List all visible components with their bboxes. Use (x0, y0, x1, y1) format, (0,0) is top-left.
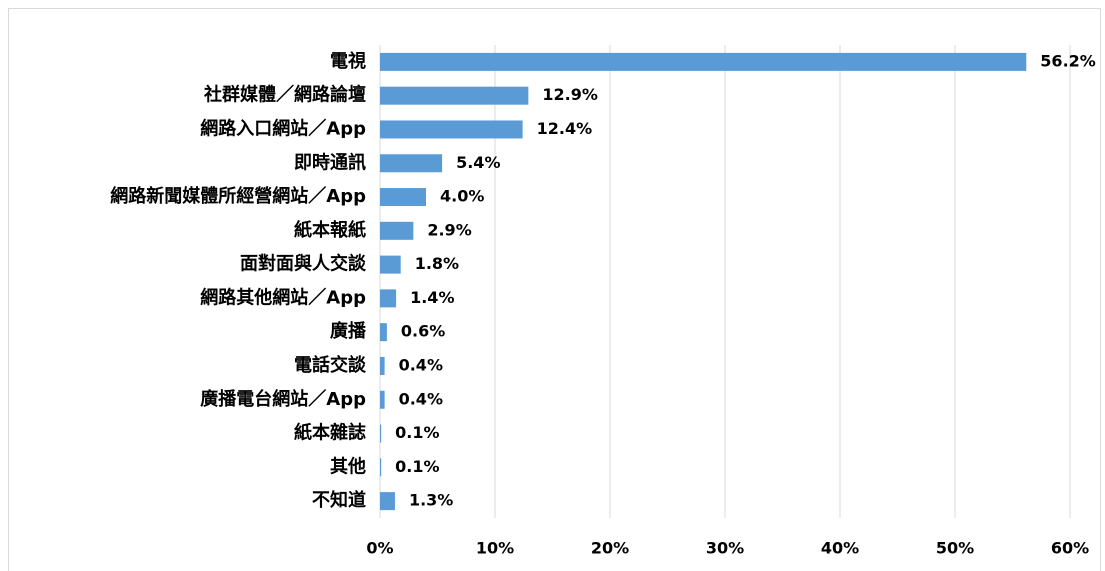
y-tick-label: 其他 (330, 455, 366, 477)
y-tick-label: 即時通訊 (294, 151, 366, 173)
x-tick-label: 10% (476, 539, 514, 558)
x-tick-label: 60% (1051, 539, 1089, 558)
bar (380, 154, 443, 173)
data-label: 5.4% (456, 153, 500, 172)
bar (380, 188, 426, 207)
y-tick-label: 網路新聞媒體所經營網站／App (110, 185, 366, 207)
data-label: 1.8% (415, 254, 459, 273)
data-label: 4.0% (440, 187, 484, 206)
bar (380, 86, 529, 105)
bar (380, 255, 401, 274)
bar (380, 424, 382, 443)
data-label: 0.1% (395, 457, 439, 476)
data-label: 0.6% (401, 322, 445, 341)
x-tick-label: 50% (936, 539, 974, 558)
bar (380, 52, 1027, 71)
bar (380, 492, 395, 511)
bar (380, 289, 397, 308)
data-label: 12.9% (542, 85, 598, 104)
bar (380, 390, 385, 409)
x-tick-label: 20% (591, 539, 629, 558)
y-tick-label: 面對面與人交談 (240, 253, 367, 275)
data-label: 0.1% (395, 423, 439, 442)
data-label: 12.4% (537, 119, 593, 138)
chart-frame (8, 8, 1101, 571)
bar (380, 458, 382, 477)
y-tick-label: 社群媒體／網路論壇 (204, 84, 366, 106)
bar (380, 356, 385, 375)
bar (380, 221, 414, 240)
x-tick-label: 30% (706, 539, 744, 558)
x-tick-label: 40% (821, 539, 859, 558)
data-label: 2.9% (427, 220, 471, 239)
data-label: 1.4% (410, 288, 454, 307)
y-tick-label: 廣播電台網站／App (200, 388, 366, 410)
data-label: 56.2% (1040, 51, 1096, 70)
bar (380, 323, 387, 342)
data-label: 0.4% (399, 389, 443, 408)
y-tick-label: 不知道 (312, 489, 366, 511)
y-tick-label: 廣播 (330, 320, 367, 342)
data-label: 1.3% (409, 491, 453, 510)
y-tick-label: 電視 (330, 50, 366, 72)
y-tick-label: 網路其他網站／App (200, 286, 366, 308)
x-tick-label: 0% (366, 539, 393, 558)
y-tick-label: 網路入口網站／App (200, 117, 366, 139)
y-tick-label: 紙本雜誌 (294, 422, 366, 444)
y-tick-label: 紙本報紙 (294, 219, 366, 241)
data-label: 0.4% (399, 355, 443, 374)
y-tick-label: 電話交談 (294, 354, 367, 376)
bar (380, 120, 523, 139)
